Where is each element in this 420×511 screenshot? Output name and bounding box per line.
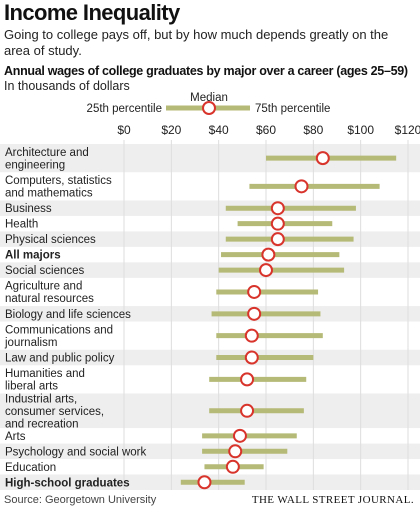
row-label: Communications and bbox=[5, 324, 113, 336]
x-tick-label: $0 bbox=[117, 123, 131, 137]
source-note: Source: Georgetown University bbox=[4, 494, 157, 506]
x-tick-label: $120 bbox=[395, 123, 420, 137]
row-label: Social sciences bbox=[5, 265, 85, 277]
row-label: Biology and life sciences bbox=[5, 309, 131, 321]
x-tick-label: $100 bbox=[347, 123, 374, 137]
median-marker bbox=[270, 232, 285, 247]
median-marker bbox=[240, 372, 255, 387]
row-label: All majors bbox=[5, 250, 61, 262]
legend-p75-label: 75th percentile bbox=[255, 103, 330, 115]
median-marker bbox=[315, 151, 330, 166]
units-label: In thousands of dollars bbox=[4, 79, 130, 93]
row-label: natural resources bbox=[5, 293, 94, 305]
row-label: Business bbox=[5, 203, 52, 215]
row-stripe bbox=[0, 306, 420, 322]
row-label: liberal arts bbox=[5, 381, 58, 393]
legend-median-label: Median bbox=[190, 92, 228, 104]
row-label: Arts bbox=[5, 431, 26, 443]
row-label: Psychology and social work bbox=[5, 446, 147, 458]
row-label: consumer services, bbox=[5, 406, 104, 418]
legend-median-marker bbox=[202, 101, 216, 115]
legend-p25-label: 25th percentile bbox=[87, 103, 162, 115]
median-marker bbox=[197, 475, 212, 490]
median-marker bbox=[261, 247, 276, 262]
row-label: Architecture and bbox=[5, 147, 89, 159]
median-marker bbox=[294, 179, 309, 194]
x-tick-label: $60 bbox=[256, 123, 276, 137]
median-marker bbox=[270, 216, 285, 231]
row-label: Computers, statistics bbox=[5, 175, 112, 187]
row-label: journalism bbox=[4, 337, 57, 349]
row-stripe bbox=[0, 231, 420, 247]
row-label: Education bbox=[5, 462, 56, 474]
row-stripe bbox=[0, 262, 420, 278]
publisher-logo: THE WALL STREET JOURNAL. bbox=[251, 494, 414, 506]
median-marker bbox=[247, 284, 262, 299]
row-stripes bbox=[0, 144, 420, 490]
gridlines bbox=[123, 140, 409, 490]
row-label: Humanities and bbox=[5, 368, 85, 380]
x-tick-label: $40 bbox=[209, 123, 229, 137]
median-marker bbox=[240, 403, 255, 418]
range-dot-chart: $0 $20 $40 $60 $80 $100 $120 25th percentile M… bbox=[0, 92, 420, 490]
row-label: Agriculture and bbox=[5, 281, 82, 293]
page-title: Income Inequality bbox=[4, 0, 180, 25]
row-label: and recreation bbox=[5, 418, 79, 430]
legend: 25th percentile Median 75th percentile bbox=[87, 92, 330, 115]
x-tick-label: $80 bbox=[303, 123, 323, 137]
median-marker bbox=[259, 263, 273, 278]
median-marker bbox=[247, 306, 262, 321]
row-stripe bbox=[0, 349, 420, 366]
chart-title: Annual wages of college graduates by maj… bbox=[4, 64, 408, 78]
median-marker bbox=[244, 350, 259, 365]
row-label: Industrial arts, bbox=[5, 393, 77, 405]
median-marker bbox=[270, 201, 285, 216]
row-label: and mathematics bbox=[5, 188, 93, 200]
row-label: engineering bbox=[5, 159, 65, 171]
median-marker bbox=[244, 328, 259, 343]
x-axis-ticks: $0 $20 $40 $60 $80 $100 $120 bbox=[117, 123, 420, 137]
x-tick-label: $20 bbox=[161, 123, 181, 137]
row-label: Law and public policy bbox=[5, 353, 115, 365]
median-marker bbox=[232, 428, 247, 443]
row-label: Health bbox=[5, 219, 38, 231]
median-marker bbox=[228, 444, 243, 459]
row-label: Physical sciences bbox=[5, 234, 96, 246]
page-subtitle: Going to college pays off, but by how mu… bbox=[4, 27, 389, 58]
row-label: High-school graduates bbox=[5, 477, 130, 489]
median-marker bbox=[225, 459, 240, 474]
row-stripe bbox=[0, 200, 420, 216]
